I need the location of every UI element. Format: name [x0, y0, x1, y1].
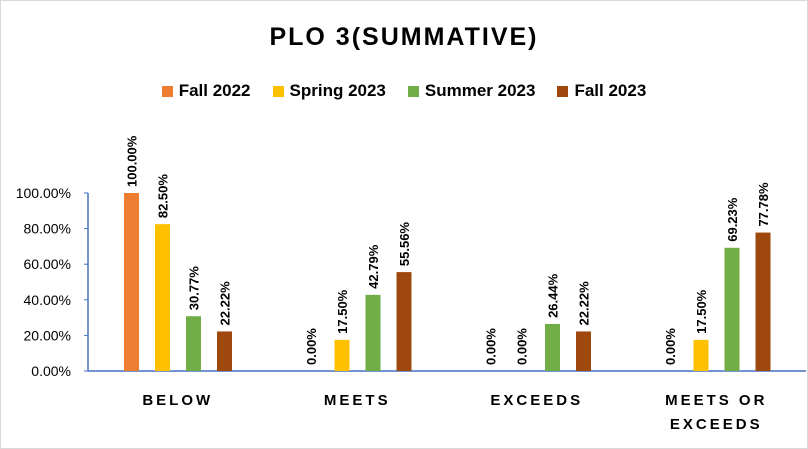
data-label: 82.50%: [156, 174, 171, 219]
data-label: 26.44%: [546, 273, 561, 318]
x-category-label: BELOW: [142, 392, 213, 409]
bar: [186, 316, 201, 371]
legend-item-fall-2023: Fall 2023: [557, 81, 646, 101]
data-label: 69.23%: [725, 197, 740, 242]
legend-label: Summer 2023: [424, 81, 536, 100]
bar: [334, 339, 350, 371]
x-category-label: EXCEEDS: [490, 392, 583, 409]
x-category-label: EXCEEDS: [670, 416, 763, 433]
y-tick-label: 40.00%: [24, 292, 71, 308]
data-label: 55.56%: [397, 222, 412, 267]
chart-legend: Fall 2022 Spring 2023 Summer 2023 Fall 2…: [1, 81, 807, 101]
data-label: 0.00%: [304, 328, 319, 365]
bar: [155, 224, 170, 371]
bar: [724, 247, 740, 371]
legend-label: Fall 2023: [574, 81, 647, 100]
legend-label: Fall 2022: [178, 81, 251, 100]
bar: [755, 232, 771, 371]
legend-swatch: [272, 85, 284, 97]
data-label: 22.22%: [218, 281, 233, 326]
x-category-label: MEETS: [324, 392, 391, 409]
bar: [396, 272, 412, 371]
y-tick-label: 80.00%: [24, 221, 71, 237]
legend-swatch: [407, 85, 419, 97]
bar: [217, 331, 232, 371]
data-label: 0.00%: [663, 328, 678, 365]
data-label: 30.77%: [187, 266, 202, 311]
legend-item-spring-2023: Spring 2023: [272, 81, 386, 101]
data-label: 17.50%: [694, 289, 709, 334]
legend-label: Spring 2023: [289, 81, 386, 100]
y-tick-label: 20.00%: [24, 327, 71, 343]
chart-title: PLO 3(SUMMATIVE): [269, 23, 539, 51]
data-label: 22.22%: [577, 281, 592, 326]
data-label: 42.79%: [366, 244, 381, 289]
data-label: 17.50%: [335, 289, 350, 334]
y-tick-label: 100.00%: [16, 185, 71, 201]
legend-item-fall-2022: Fall 2022: [161, 81, 251, 101]
y-tick-label: 60.00%: [24, 256, 71, 272]
y-tick-label: 0.00%: [31, 363, 71, 379]
x-category-label: MEETS OR: [665, 392, 767, 409]
legend-swatch: [557, 85, 569, 97]
data-label: 0.00%: [515, 328, 530, 365]
bar: [693, 339, 709, 371]
bar: [365, 294, 381, 371]
data-label: 77.78%: [756, 182, 771, 227]
bar: [576, 331, 591, 371]
bar: [545, 323, 560, 371]
data-label: 100.00%: [125, 135, 140, 187]
legend-item-summer-2023: Summer 2023: [407, 81, 536, 101]
legend-swatch: [161, 85, 173, 97]
data-label: 0.00%: [484, 328, 499, 365]
bar: [124, 193, 139, 371]
